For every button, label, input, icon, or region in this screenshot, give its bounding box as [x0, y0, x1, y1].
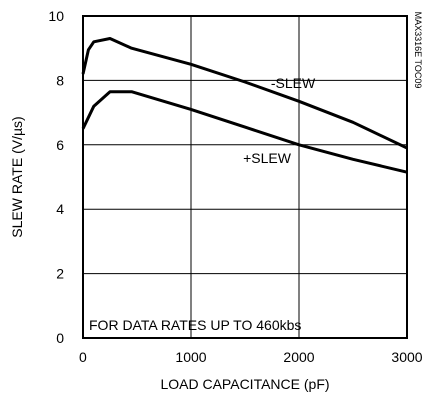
x-tick-label-3000: 3000 [391, 349, 422, 365]
figure-id-label: MAX3316E TOC09 [413, 12, 423, 89]
series-label-pos-slew: +SLEW [243, 150, 292, 166]
series-label-neg-slew: -SLEW [271, 75, 316, 91]
grid [82, 15, 408, 339]
y-tick-label-10: 10 [48, 8, 64, 24]
y-tick-labels: 0 2 4 6 8 10 [48, 8, 64, 346]
plot-frame [82, 15, 408, 339]
x-tick-label-0: 0 [79, 349, 87, 365]
series-lines [81, 37, 408, 174]
x-axis-label: LOAD CAPACITANCE (pF) [160, 376, 329, 392]
y-axis-label: SLEW RATE (V/µs) [9, 116, 25, 237]
series-line-neg-slew [81, 37, 408, 150]
y-tick-label-6: 6 [56, 137, 64, 153]
data-rate-annotation: FOR DATA RATES UP TO 460kbs [89, 317, 301, 333]
x-tick-label-1000: 1000 [175, 349, 206, 365]
x-tick-label-2000: 2000 [283, 349, 314, 365]
y-tick-label-0: 0 [56, 330, 64, 346]
y-tick-label-8: 8 [56, 72, 64, 88]
x-tick-labels: 0 1000 2000 3000 [79, 349, 423, 365]
y-tick-label-2: 2 [56, 266, 64, 282]
series-line-pos-slew [81, 90, 408, 174]
y-tick-label-4: 4 [56, 201, 64, 217]
